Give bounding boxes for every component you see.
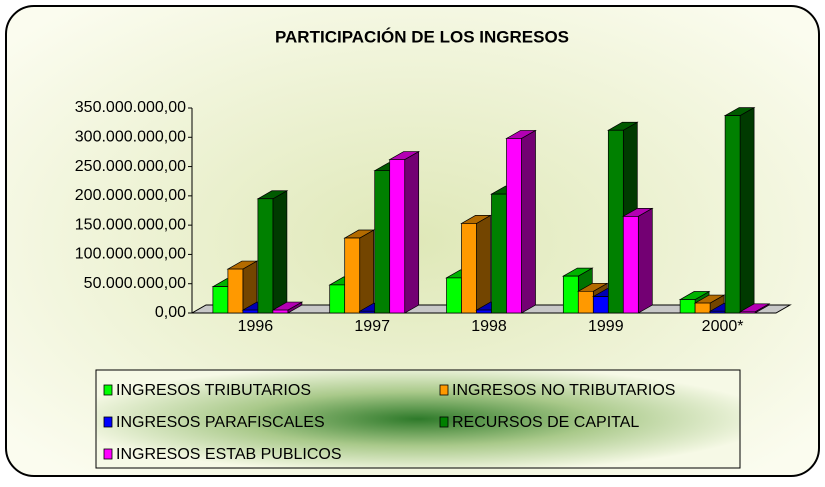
bar-front [491,193,507,314]
bar-front [446,277,462,314]
bar-front [694,302,711,314]
chart-title: PARTICIPACIÓN DE LOS INGRESOS [275,27,569,46]
y-tick-label: 50.000.000,00 [84,275,186,292]
bar-front [724,115,741,314]
bar-side [359,229,375,314]
bar-side [272,190,288,314]
y-tick-label: 150.000.000,00 [75,216,186,233]
bar-front [592,296,609,314]
y-tick-label: 100.000.000,00 [75,246,186,263]
bar [271,301,304,314]
bar-front [461,223,477,314]
bar-side [739,107,755,314]
bar-front [562,275,579,314]
bar-front [476,309,492,314]
legend-label: RECURSOS DE CAPITAL [452,414,639,431]
legend-swatch [103,448,113,460]
bar [505,129,537,314]
bar-front [607,129,624,314]
bar-front [359,310,376,314]
x-tick-label: 1998 [471,318,507,335]
bar-side [476,214,491,314]
legend-swatch [103,384,113,396]
x-tick-label: 1997 [354,318,390,335]
bar-side [521,129,536,314]
x-tick-label: 1996 [238,318,274,335]
legend-box [95,369,741,469]
bar [738,303,771,314]
bar-front [709,310,726,314]
y-tick-label: 350.000.000,00 [75,99,186,116]
y-tick-label: 200.000.000,00 [75,187,186,204]
bar [343,229,376,314]
y-tick-label: 300.000.000,00 [75,129,186,146]
bar-front [577,290,594,314]
legend-swatch [439,416,449,428]
bar [723,107,756,314]
bar-front [329,284,346,314]
bar-front [679,299,696,314]
bar-front [389,159,406,314]
bar-front [506,138,522,314]
x-tick-label: 1999 [588,318,624,335]
bar [693,294,726,314]
bar-front [227,268,244,314]
bar-front [344,237,361,314]
bar-side [637,207,653,314]
legend-label: INGRESOS NO TRIBUTARIOS [452,382,675,399]
bar [388,150,421,314]
legend-label: INGRESOS TRIBUTARIOS [116,382,311,399]
y-tick-label: 0,00 [155,304,186,321]
legend-swatch [439,384,449,396]
bar-front [212,286,229,314]
bar [621,207,654,314]
bar-front [242,309,259,314]
bar-front [257,198,274,314]
bar-front [272,309,289,314]
bar-front [374,170,391,314]
x-tick-label: 2000* [702,318,744,335]
legend-swatch [103,416,113,428]
bar [460,214,492,314]
y-tick-label: 250.000.000,00 [75,158,186,175]
bar-side [404,150,420,314]
bar-front [739,311,756,314]
legend-label: INGRESOS ESTAB PUBLICOS [116,446,342,463]
legend-label: INGRESOS PARAFISCALES [116,414,325,431]
bar-front [622,216,639,314]
bar [256,190,289,314]
bar [226,260,259,314]
